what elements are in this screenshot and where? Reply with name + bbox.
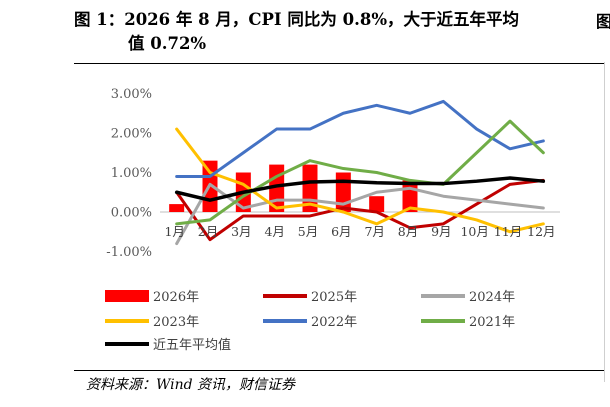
x-tick-label: 9月 — [431, 224, 451, 239]
legend-swatch — [105, 290, 149, 302]
line-series — [174, 176, 546, 202]
source-rule — [74, 370, 604, 371]
line-series — [175, 127, 545, 234]
source-note: 资料来源：Wind 资讯，财信证券 — [86, 377, 296, 393]
chart-title-line1: 图 1：2026 年 8 月，CPI 同比为 0.8%，大于近五年平均 — [74, 10, 519, 29]
chart-title: 图 1：2026 年 8 月，CPI 同比为 0.8%，大于近五年平均 值 0.… — [74, 8, 594, 56]
series-lines — [174, 99, 546, 246]
y-tick-label: -1.00% — [106, 245, 152, 260]
legend-label: 2024年 — [469, 290, 515, 305]
legend-label: 2026年 — [153, 290, 199, 305]
line-series — [175, 99, 545, 178]
title-rule — [74, 63, 604, 64]
legend-label: 2021年 — [469, 315, 515, 330]
x-tick-label: 4月 — [264, 224, 284, 239]
legend-label: 2025年 — [311, 290, 357, 305]
legend-label: 2022年 — [311, 315, 357, 330]
y-tick-label: 1.00% — [111, 166, 152, 181]
x-tick-label: 12月 — [527, 224, 555, 239]
bar-2026 — [335, 172, 351, 212]
y-tick-label: 3.00% — [111, 87, 152, 102]
x-tick-label: 8月 — [398, 224, 418, 239]
y-tick-label: 2.00% — [111, 127, 152, 142]
bar-2026 — [369, 196, 385, 212]
x-tick-label: 2月 — [198, 224, 218, 239]
x-tick-label: 10月 — [460, 224, 488, 239]
x-axis-ticks: 1月 2月 3月 4月 5月 6月 7月 8月 9月 10月 11月 12月 — [164, 224, 555, 239]
line-series — [175, 119, 545, 226]
x-tick-label: 7月 — [364, 224, 384, 239]
y-tick-label: 0.00% — [111, 206, 152, 221]
x-tick-label: 1月 — [164, 224, 184, 239]
bar-2026 — [169, 204, 185, 212]
adjacent-figure-border — [604, 62, 610, 382]
legend-label: 2023年 — [153, 315, 199, 330]
x-tick-label: 3月 — [231, 224, 251, 239]
line-series — [175, 182, 545, 246]
legend-label: 近五年平均值 — [153, 337, 231, 353]
x-tick-label: 11月 — [494, 224, 522, 239]
next-figure-title-fragment: 图 — [596, 12, 610, 31]
x-tick-label: 5月 — [298, 224, 318, 239]
chart-title-line2: 值 0.72% — [128, 34, 207, 53]
y-axis-ticks: 3.00% 2.00% 1.00% 0.00% -1.00% — [106, 87, 152, 260]
x-tick-label: 6月 — [331, 224, 351, 239]
